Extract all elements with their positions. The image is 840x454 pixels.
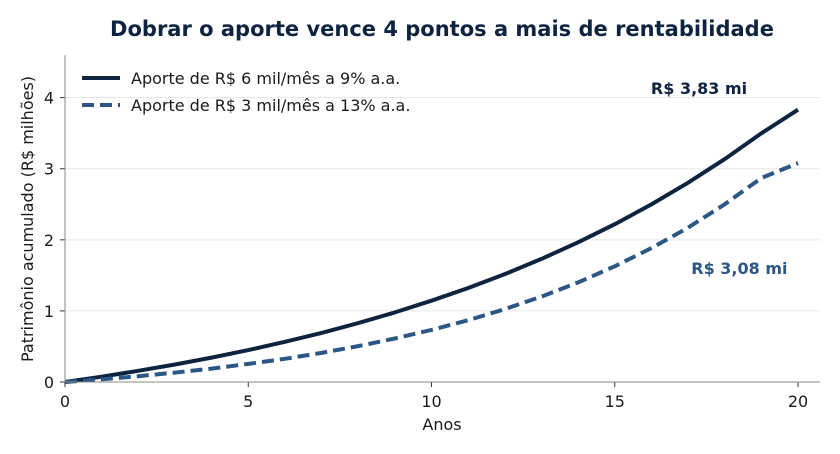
x-tick-label: 5 (243, 392, 253, 411)
chart-title: Dobrar o aporte vence 4 pontos a mais de… (110, 17, 774, 41)
x-axis-label: Anos (422, 415, 461, 434)
series-lines (64, 108, 800, 384)
tick-labels: 0 1 2 3 4 0 5 10 15 20 (44, 89, 808, 411)
series-line-1 (64, 108, 800, 384)
data-label-1: R$ 3,83 mi (651, 79, 747, 98)
x-tick-label: 15 (605, 392, 625, 411)
legend-entry-2: Aporte de R$ 3 mil/mês a 13% a.a. (131, 96, 410, 115)
y-tick-label: 3 (44, 160, 54, 179)
annotations: R$ 3,83 mi R$ 3,08 mi (651, 79, 788, 278)
legend-entry-1: Aporte de R$ 6 mil/mês a 9% a.a. (131, 69, 400, 88)
gridlines (65, 97, 820, 312)
y-tick-label: 0 (44, 373, 54, 392)
y-tick-label: 2 (44, 231, 54, 250)
y-tick-label: 4 (44, 89, 54, 108)
series-line-2 (64, 161, 799, 384)
x-tick-label: 10 (421, 392, 441, 411)
legend: Aporte de R$ 6 mil/mês a 9% a.a. Aporte d… (82, 69, 410, 115)
x-tick-label: 0 (60, 392, 70, 411)
y-tick-label: 1 (44, 302, 54, 321)
data-label-2: R$ 3,08 mi (691, 259, 787, 278)
x-tick-label: 20 (788, 392, 808, 411)
y-axis-label: Patrimônio acumulado (R$ milhões) (18, 76, 37, 362)
axes (60, 55, 820, 387)
